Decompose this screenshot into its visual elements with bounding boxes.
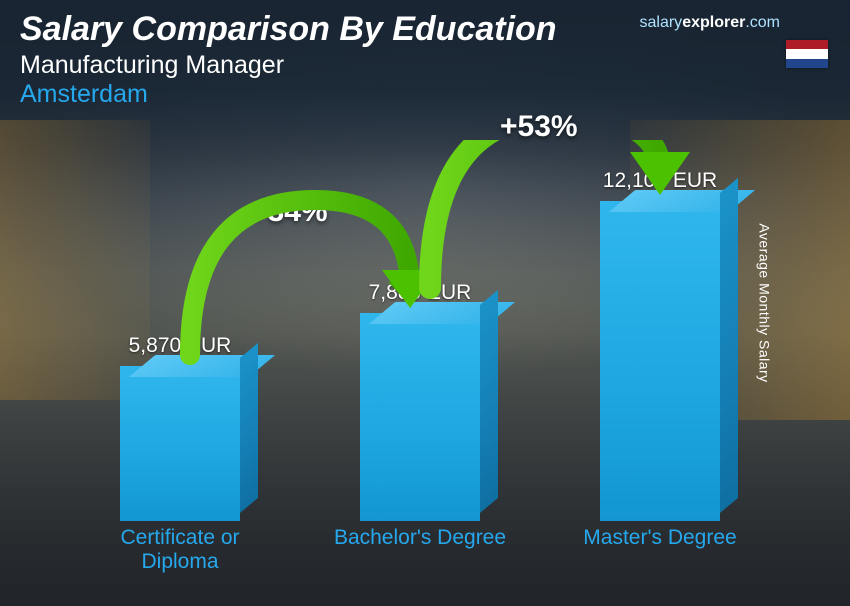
bar-masters: 12,100 EUR xyxy=(585,169,735,521)
bar-front-face xyxy=(360,313,480,521)
bar-certificate: 5,870 EUR xyxy=(105,334,255,521)
category-labels: Certificate or Diploma Bachelor's Degree… xyxy=(60,526,780,581)
category-label: Bachelor's Degree xyxy=(330,526,510,581)
bar-3d xyxy=(360,313,480,521)
bar-3d xyxy=(600,201,720,521)
bar-side-face xyxy=(720,178,738,513)
bar-bachelors: 7,880 EUR xyxy=(345,281,495,521)
category-label: Master's Degree xyxy=(570,526,750,581)
increase-label-2: +53% xyxy=(500,110,578,144)
category-label: Certificate or Diploma xyxy=(90,526,270,581)
bar-chart: 5,870 EUR 7,880 EUR 12,100 EUR +34 xyxy=(60,140,780,581)
bar-side-face xyxy=(240,343,258,513)
chart-title: Salary Comparison By Education xyxy=(20,10,830,49)
bar-side-face xyxy=(480,290,498,513)
bar-front-face xyxy=(120,366,240,521)
bars-container: 5,870 EUR 7,880 EUR 12,100 EUR xyxy=(60,140,780,521)
chart-location: Amsterdam xyxy=(20,80,830,109)
increase-label-1: +34% xyxy=(250,195,328,229)
bar-front-face xyxy=(600,201,720,521)
header: Salary Comparison By Education Manufactu… xyxy=(20,10,830,109)
bar-3d xyxy=(120,366,240,521)
chart-subtitle: Manufacturing Manager xyxy=(20,51,830,80)
